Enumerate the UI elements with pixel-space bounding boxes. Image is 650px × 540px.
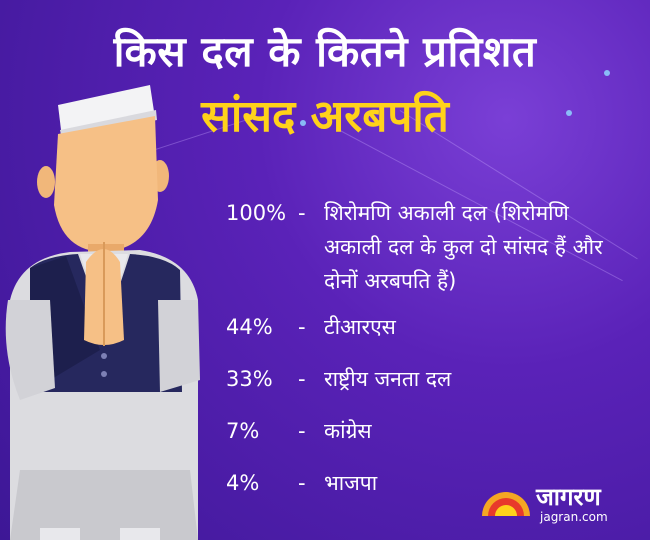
decorative-dot (566, 110, 572, 116)
sunrise-icon (482, 492, 530, 516)
page-title: किस दल के कितने प्रतिशत (113, 27, 537, 76)
party-name: शिरोमणि अकाली दल (शिरोमणि अकाली दल के कु… (324, 201, 603, 293)
politician-illustration (5, 85, 200, 540)
percent-value: 44% (226, 315, 273, 339)
party-name: भाजपा (324, 471, 378, 495)
logo-url: jagran.com (540, 510, 608, 524)
separator-dash: - (298, 315, 306, 339)
percent-value: 7% (226, 419, 260, 443)
party-name: कांग्रेस (324, 419, 372, 443)
party-name: टीआरएस (324, 315, 396, 339)
percent-value: 100% (226, 201, 287, 225)
separator-dash: - (298, 201, 306, 225)
party-name: राष्ट्रीय जनता दल (324, 367, 452, 391)
separator-dash: - (298, 471, 306, 495)
logo-wordmark: जागरण (536, 483, 601, 511)
separator-dash: - (298, 367, 306, 391)
jagran-logo: जागरण jagran.com (480, 480, 640, 530)
percent-value: 33% (226, 367, 273, 391)
decorative-dot (300, 120, 306, 126)
separator-dash: - (298, 419, 306, 443)
page-subtitle: सांसद अरबपति (201, 91, 449, 142)
decorative-dot (604, 70, 610, 76)
percent-value: 4% (226, 471, 260, 495)
